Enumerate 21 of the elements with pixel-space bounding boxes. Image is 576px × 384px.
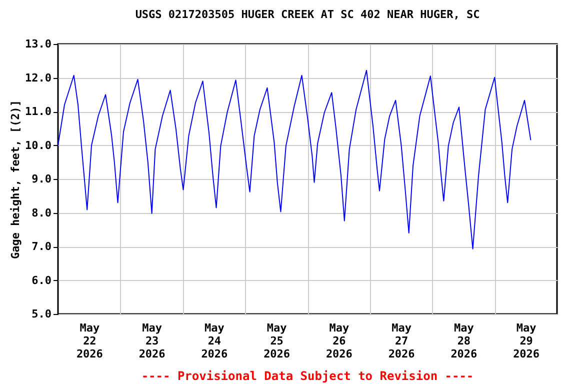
x-tick-label: May 29 2026	[513, 322, 540, 360]
x-tick-label: May 23 2026	[138, 322, 166, 360]
y-tick-label: 13.0	[25, 38, 52, 50]
y-tick-label: 8.0	[32, 206, 52, 220]
y-tick-label: 7.0	[32, 240, 52, 253]
y-tick-label: 6.0	[32, 274, 52, 287]
y-tick-label: 11.0	[25, 105, 52, 118]
line-series	[58, 70, 532, 250]
x-tick-label: May 25 2026	[264, 322, 290, 360]
x-tick-label: May 26 2026	[326, 322, 353, 360]
chart-title: USGS 0217203505 HUGER CREEK AT SC 402 NEAR HUGER, SC	[135, 8, 480, 21]
y-tick-label: 9.0	[32, 172, 52, 186]
y-axis-title: Gage height, feet, [(2)]	[9, 100, 22, 259]
y-tick-label: 12.0	[25, 71, 52, 84]
x-tick-label: May 24 2026	[201, 322, 228, 360]
y-tick-label: 5.0	[32, 308, 52, 320]
x-tick-label: May 28 2026	[450, 322, 478, 360]
x-tick-label: May 22 2026	[76, 322, 104, 360]
text: ---- Provisional Data Subject to Revision ----	[141, 369, 474, 383]
y-tick-label: 10.0	[25, 138, 52, 152]
x-tick-label: May 27 2026	[388, 322, 416, 360]
